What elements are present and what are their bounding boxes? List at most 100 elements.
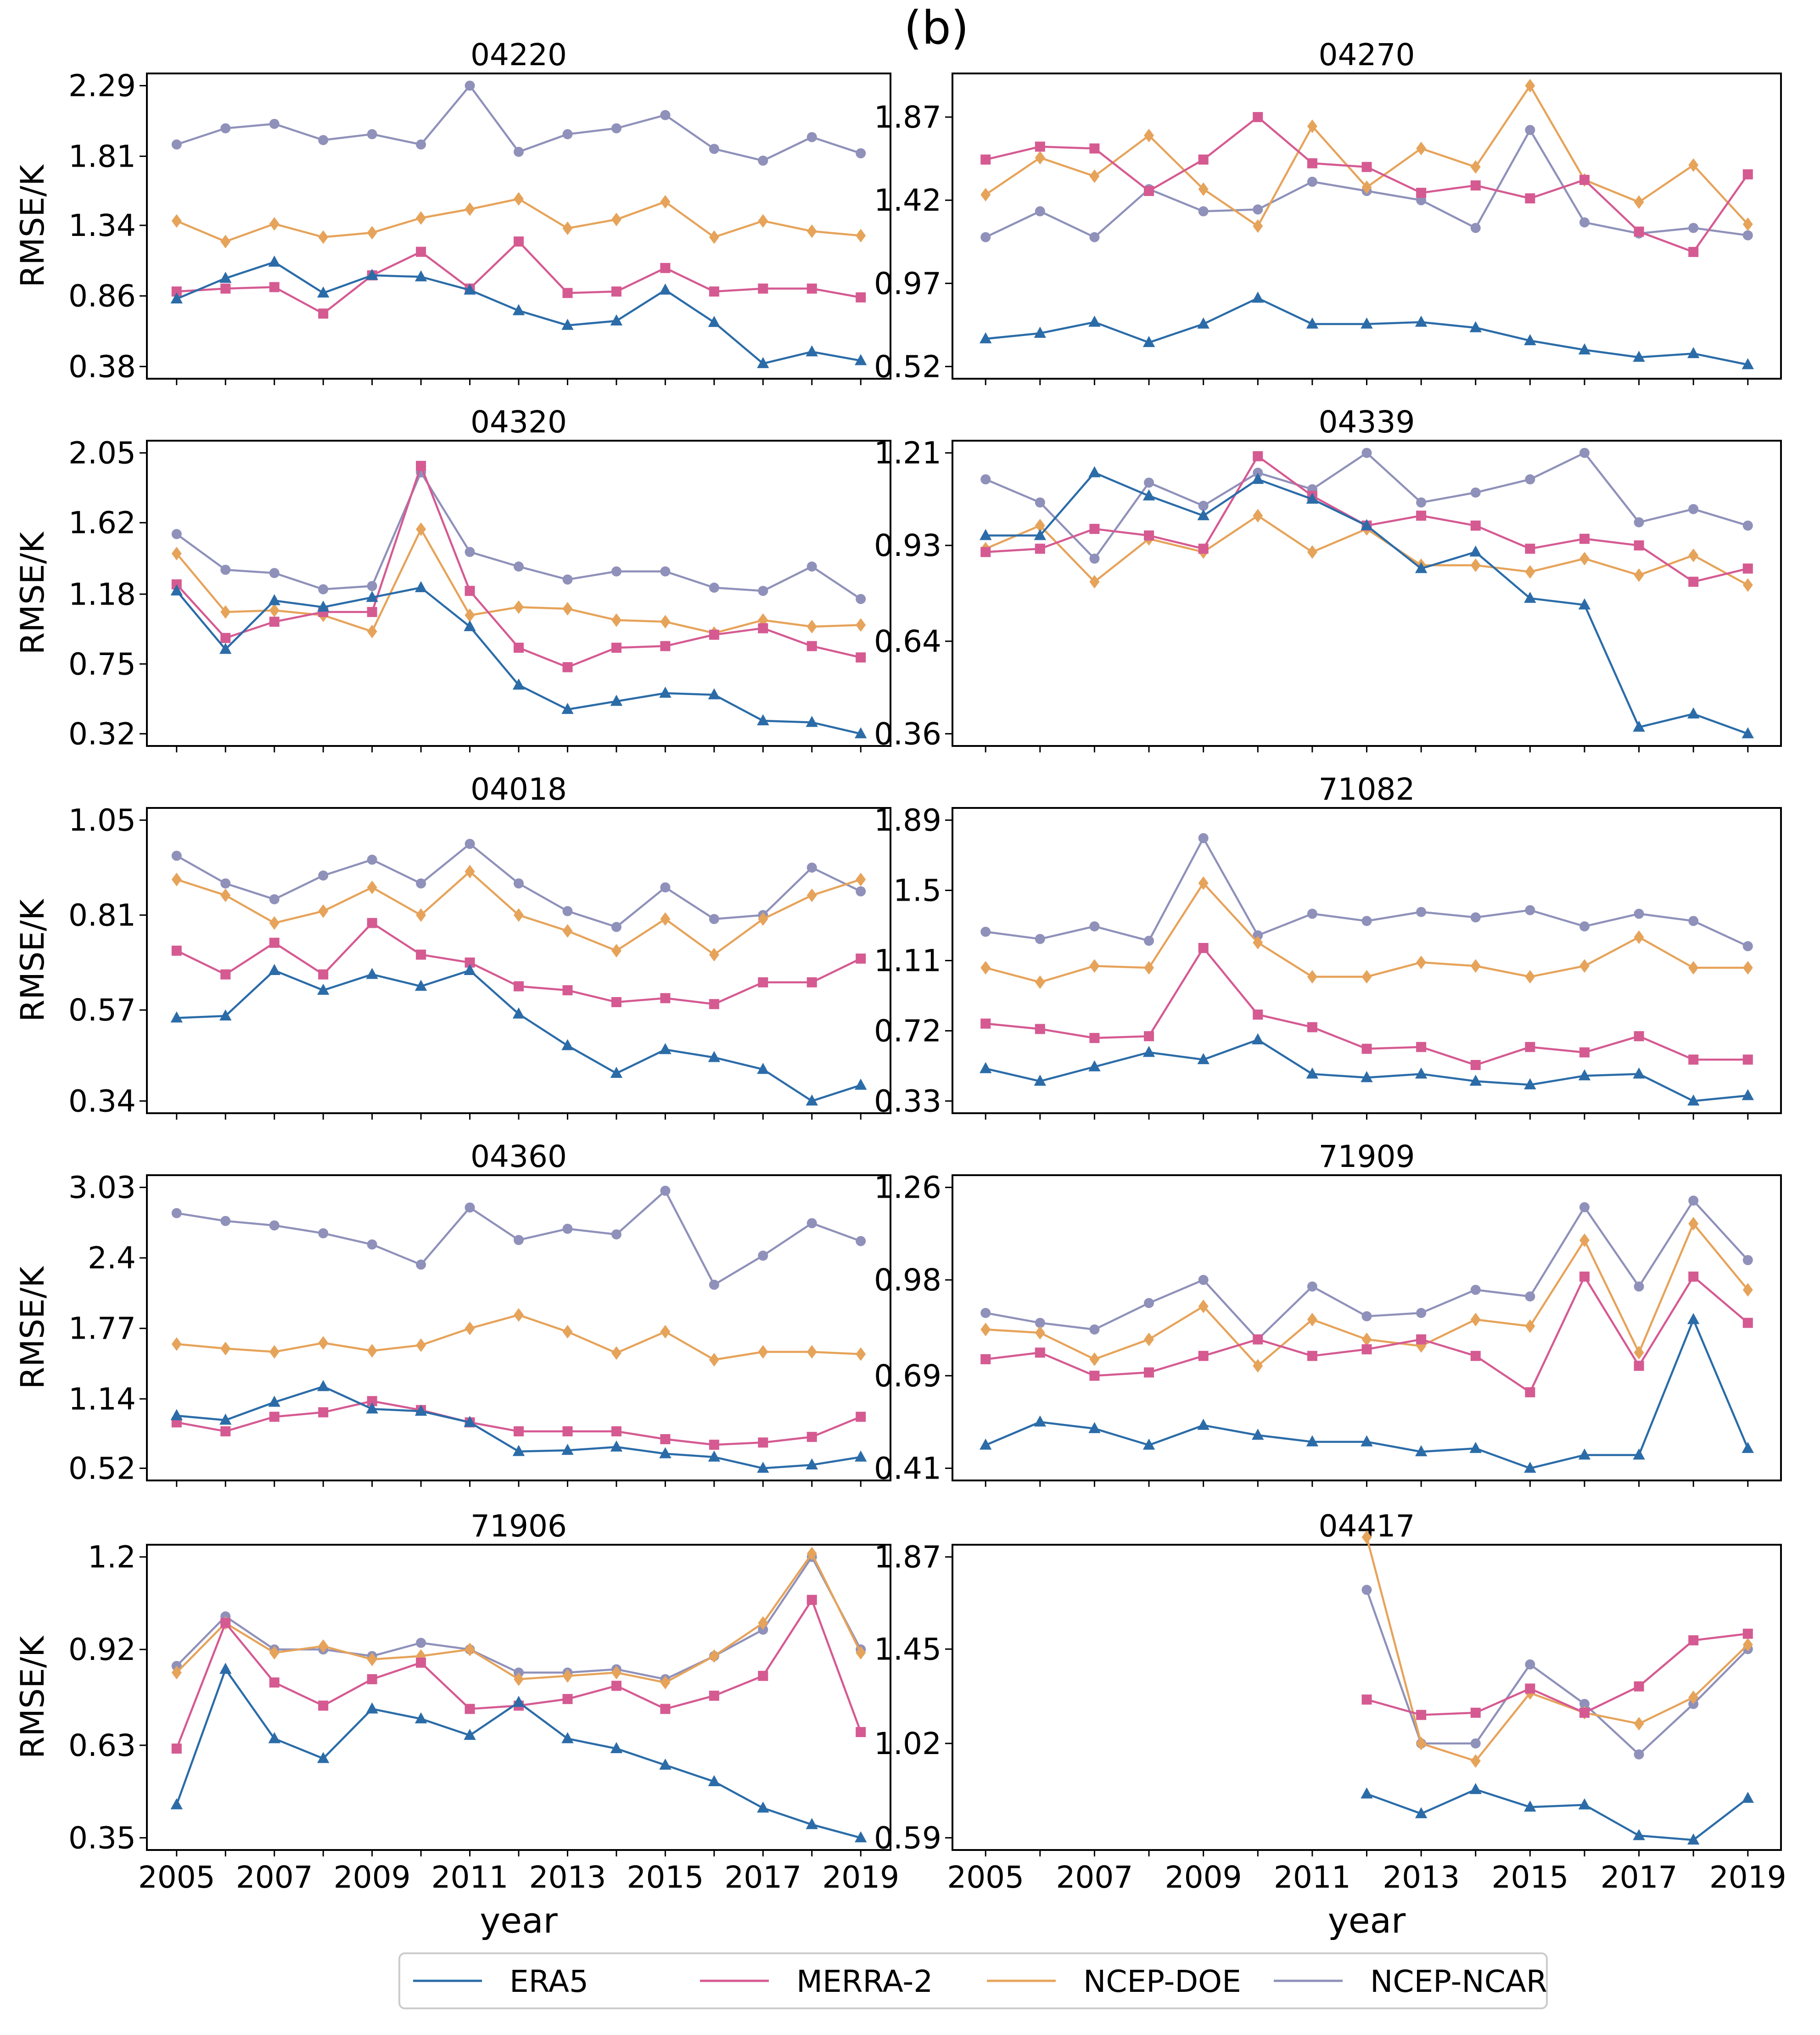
data-point-ncep-doe	[269, 1646, 280, 1660]
data-point-merra-2	[611, 1681, 622, 1691]
chart-title: 04360	[470, 1139, 567, 1174]
data-point-era5	[1742, 1792, 1754, 1803]
data-point-merra-2	[1198, 154, 1209, 165]
data-point-ncep-ncar	[856, 1236, 866, 1246]
x-tick-label: 2017	[1601, 1860, 1678, 1895]
data-point-merra-2	[660, 1434, 671, 1445]
x-tick-label: 2019	[1709, 1860, 1786, 1895]
data-point-ncep-ncar	[1035, 497, 1045, 508]
y-tick-label: 1.62	[68, 505, 136, 541]
x-axis-label: year	[480, 1900, 558, 1941]
data-point-merra-2	[980, 547, 991, 557]
data-point-era5	[464, 1728, 476, 1740]
data-point-era5	[1469, 1074, 1482, 1086]
data-point-ncep-doe	[709, 1649, 719, 1663]
data-point-ncep-doe	[367, 624, 377, 639]
data-point-merra-2	[1525, 1042, 1535, 1052]
data-point-era5	[1687, 1094, 1700, 1106]
data-point-era5	[1415, 562, 1428, 573]
data-point-merra-2	[1634, 226, 1644, 237]
data-point-merra-2	[465, 957, 475, 968]
data-point-ncep-doe	[465, 864, 475, 879]
data-point-ncep-doe	[1089, 169, 1100, 183]
data-point-merra-2	[1035, 1347, 1045, 1358]
data-point-ncep-doe	[611, 613, 622, 627]
data-point-ncep-ncar	[562, 906, 573, 916]
x-tick-label: 2017	[724, 1860, 801, 1895]
y-tick-label: 0.38	[68, 349, 136, 384]
series-line-era5	[986, 471, 1748, 735]
data-point-ncep-ncar	[1198, 500, 1209, 511]
data-point-ncep-doe	[220, 235, 231, 248]
data-point-era5	[1088, 1060, 1101, 1071]
data-point-ncep-ncar	[980, 1308, 991, 1318]
data-point-era5	[366, 1702, 378, 1714]
data-point-merra-2	[1525, 1683, 1535, 1694]
figure-label: (b)	[904, 1, 969, 55]
data-point-merra-2	[220, 283, 231, 294]
data-point-ncep-ncar	[1253, 930, 1263, 941]
data-point-merra-2	[269, 1412, 280, 1422]
data-point-era5	[806, 716, 818, 727]
data-point-era5	[1633, 720, 1645, 732]
y-tick-label: 1.2	[88, 1540, 136, 1575]
y-tick-label: 0.52	[68, 1451, 136, 1486]
data-point-merra-2	[269, 1677, 280, 1688]
data-point-merra-2	[758, 283, 768, 294]
y-tick-label: 0.98	[874, 1262, 941, 1298]
data-point-era5	[317, 600, 330, 612]
data-point-era5	[561, 1039, 574, 1050]
data-point-ncep-ncar	[465, 547, 475, 557]
data-point-ncep-ncar	[171, 1208, 182, 1218]
data-point-era5	[366, 269, 378, 280]
data-point-merra-2	[562, 288, 573, 298]
data-point-era5	[1034, 326, 1047, 338]
data-point-era5	[1633, 350, 1645, 362]
chart-title: 04339	[1319, 404, 1415, 440]
chart-title: 71909	[1319, 1139, 1415, 1174]
data-point-ncep-ncar	[1470, 487, 1481, 498]
data-point-merra-2	[1525, 544, 1535, 554]
panels: 04220 0.38 0.86 1.34 1.81 2.29 RMSE/K 04270 0.52…	[14, 37, 1786, 1941]
legend-frame	[398, 1952, 1548, 2009]
data-point-merra-2	[660, 641, 671, 651]
data-point-ncep-doe	[318, 1639, 329, 1653]
data-point-era5	[757, 1063, 769, 1074]
data-point-ncep-doe	[806, 620, 817, 633]
data-point-ncep-ncar	[1470, 912, 1481, 923]
data-point-ncep-ncar	[514, 1235, 524, 1245]
data-point-ncep-doe	[367, 880, 377, 894]
x-tick-label: 2005	[947, 1860, 1024, 1895]
data-point-era5	[1252, 292, 1264, 303]
data-point-ncep-doe	[980, 961, 991, 975]
data-point-ncep-ncar	[1525, 1291, 1535, 1302]
data-point-merra-2	[1307, 1022, 1317, 1032]
data-point-era5	[1578, 1798, 1591, 1810]
data-point-era5	[317, 1380, 330, 1391]
y-tick-label: 1.14	[68, 1381, 136, 1417]
data-point-ncep-doe	[856, 873, 866, 886]
data-point-merra-2	[1416, 1042, 1427, 1052]
data-point-merra-2	[1416, 188, 1427, 198]
data-point-ncep-ncar	[758, 155, 768, 166]
data-point-ncep-doe	[660, 912, 671, 926]
data-point-merra-2	[806, 977, 817, 987]
y-axis-label: RMSE/K	[14, 1266, 51, 1389]
data-point-era5	[708, 1775, 721, 1786]
data-point-merra-2	[514, 1426, 524, 1436]
y-tick-label: 1.34	[68, 208, 136, 243]
y-tick-label: 0.32	[68, 716, 136, 751]
data-point-era5	[855, 727, 867, 739]
data-point-era5	[414, 581, 427, 593]
chart-title: 71906	[470, 1508, 567, 1544]
data-point-ncep-doe	[465, 1321, 475, 1335]
data-point-ncep-ncar	[660, 882, 671, 893]
data-point-merra-2	[562, 1426, 573, 1436]
data-point-ncep-doe	[1361, 970, 1372, 984]
data-point-merra-2	[171, 1743, 182, 1754]
data-point-ncep-doe	[269, 603, 280, 617]
data-point-ncep-doe	[562, 1669, 573, 1683]
data-point-ncep-ncar	[1634, 517, 1644, 527]
data-point-merra-2	[806, 1432, 817, 1442]
data-point-ncep-doe	[1634, 1345, 1644, 1360]
